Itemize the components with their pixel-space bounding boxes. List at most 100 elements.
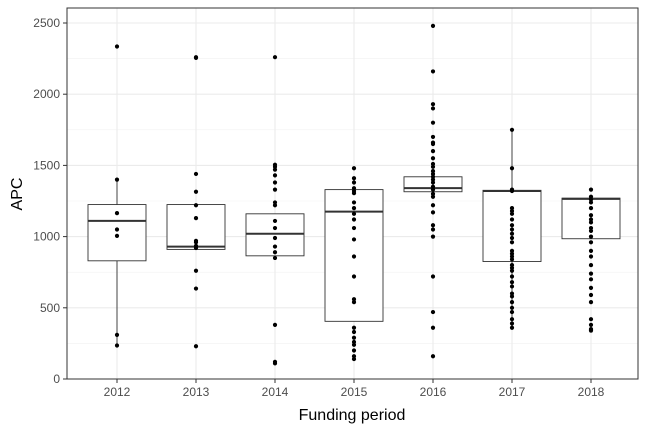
data-point xyxy=(351,254,357,259)
data-point xyxy=(588,292,594,298)
points-2015 xyxy=(351,166,357,362)
data-point xyxy=(588,234,594,239)
data-point xyxy=(430,187,436,192)
points-2018 xyxy=(588,187,594,333)
data-point xyxy=(114,233,120,238)
data-point xyxy=(193,215,199,221)
data-point xyxy=(272,218,278,224)
y-tick-label: 1500 xyxy=(33,158,60,172)
data-point xyxy=(509,274,515,279)
data-point xyxy=(272,203,278,208)
data-point xyxy=(114,44,120,49)
x-tick-label: 2015 xyxy=(341,385,368,399)
data-point xyxy=(351,176,357,181)
data-point xyxy=(430,69,436,74)
data-point xyxy=(509,217,515,222)
data-point xyxy=(272,187,278,192)
data-point xyxy=(588,187,594,192)
y-tick-label: 2000 xyxy=(33,87,60,101)
data-point xyxy=(272,361,278,366)
data-point xyxy=(430,180,436,185)
data-point xyxy=(509,325,515,330)
data-point xyxy=(509,211,515,216)
data-point xyxy=(430,354,436,359)
data-point xyxy=(588,213,594,218)
data-point xyxy=(588,317,594,322)
data-point xyxy=(351,356,357,362)
data-point xyxy=(588,285,594,290)
data-point xyxy=(430,134,436,140)
data-point xyxy=(114,343,120,348)
data-point xyxy=(351,335,357,340)
data-point xyxy=(509,300,515,305)
data-point xyxy=(588,254,594,259)
data-point xyxy=(351,200,357,205)
data-point xyxy=(351,325,357,330)
data-point xyxy=(588,248,594,253)
data-point xyxy=(509,223,515,228)
x-tick-label: 2013 xyxy=(183,385,210,399)
data-point xyxy=(272,322,278,327)
data-point xyxy=(430,274,436,279)
data-point xyxy=(509,280,515,285)
data-point xyxy=(193,286,199,291)
x-tick-label: 2017 xyxy=(499,385,526,399)
data-point xyxy=(588,228,594,234)
points-2012 xyxy=(114,44,120,348)
data-point xyxy=(430,149,436,154)
data-point xyxy=(509,284,515,289)
data-point xyxy=(509,231,515,236)
data-point xyxy=(351,342,357,347)
data-point xyxy=(430,141,436,147)
data-point xyxy=(193,240,199,245)
data-point xyxy=(588,240,594,245)
data-point xyxy=(351,211,357,216)
data-point xyxy=(509,321,515,326)
data-point xyxy=(430,227,436,232)
data-point xyxy=(588,322,594,327)
data-point xyxy=(193,344,199,349)
data-point xyxy=(509,127,515,132)
data-point xyxy=(509,309,515,315)
x-tick-label: 2016 xyxy=(420,385,447,399)
data-point xyxy=(509,294,515,299)
data-point xyxy=(351,237,357,242)
data-point xyxy=(272,235,278,241)
data-point xyxy=(272,225,278,231)
data-point xyxy=(430,156,436,161)
data-point xyxy=(193,268,199,273)
x-tick-label: 2018 xyxy=(578,385,605,399)
data-point xyxy=(114,227,120,232)
points-2017 xyxy=(509,127,515,330)
data-point xyxy=(430,234,436,239)
data-point xyxy=(351,274,357,279)
data-point xyxy=(114,177,120,182)
data-point xyxy=(430,309,436,315)
points-2014 xyxy=(272,55,278,366)
data-point xyxy=(430,325,436,330)
data-point xyxy=(430,203,436,208)
data-point xyxy=(509,235,515,241)
data-point xyxy=(351,206,357,211)
data-point xyxy=(588,300,594,305)
data-point xyxy=(351,191,357,196)
data-point xyxy=(272,255,278,261)
data-point xyxy=(588,328,594,333)
data-point xyxy=(430,223,436,228)
data-point xyxy=(509,227,515,232)
data-point xyxy=(509,166,515,171)
data-point xyxy=(509,317,515,322)
data-point xyxy=(272,167,278,172)
data-point xyxy=(272,180,278,185)
data-point xyxy=(430,194,436,199)
data-point xyxy=(351,300,357,305)
data-point xyxy=(509,305,515,310)
y-tick-label: 1000 xyxy=(33,230,60,244)
data-point xyxy=(430,210,436,215)
data-point xyxy=(588,220,594,225)
data-point xyxy=(509,188,515,194)
data-point xyxy=(430,102,436,107)
data-point xyxy=(509,268,515,273)
points-2013 xyxy=(193,55,199,349)
